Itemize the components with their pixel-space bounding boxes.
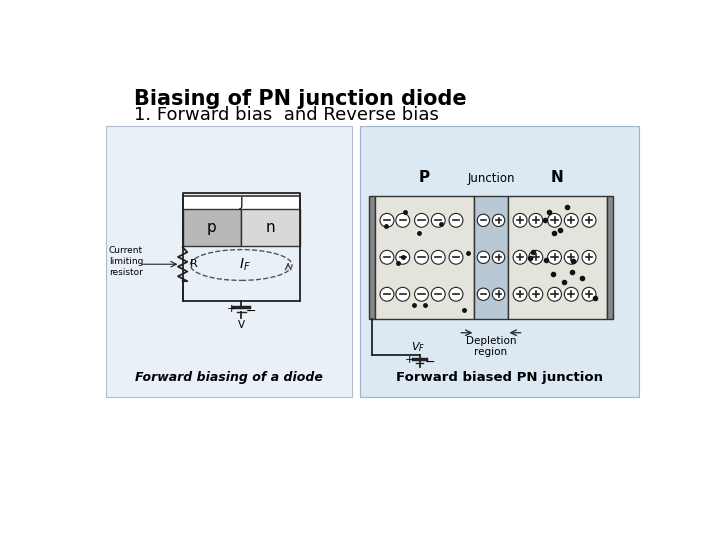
Text: Forward biased PN junction: Forward biased PN junction bbox=[395, 370, 603, 383]
Bar bbox=[106, 126, 352, 397]
Circle shape bbox=[415, 287, 428, 301]
Text: Biasing of PN junction diode: Biasing of PN junction diode bbox=[134, 90, 467, 110]
Circle shape bbox=[529, 251, 543, 264]
Circle shape bbox=[529, 213, 543, 227]
Circle shape bbox=[492, 214, 505, 226]
Circle shape bbox=[582, 251, 596, 264]
Text: P: P bbox=[419, 170, 430, 185]
Text: −: − bbox=[246, 305, 256, 318]
Text: +: + bbox=[227, 304, 236, 314]
Circle shape bbox=[492, 251, 505, 264]
Circle shape bbox=[513, 213, 527, 227]
Bar bbox=[360, 126, 639, 397]
Text: V: V bbox=[238, 320, 246, 330]
Bar bbox=[375, 195, 474, 319]
Circle shape bbox=[582, 287, 596, 301]
Circle shape bbox=[396, 213, 410, 227]
Bar bbox=[369, 195, 375, 319]
Circle shape bbox=[380, 287, 394, 301]
Circle shape bbox=[396, 251, 410, 264]
Circle shape bbox=[415, 251, 428, 264]
Circle shape bbox=[548, 213, 562, 227]
Text: +: + bbox=[405, 355, 414, 365]
Circle shape bbox=[449, 213, 463, 227]
Text: N: N bbox=[551, 170, 564, 185]
Text: J: J bbox=[239, 196, 243, 209]
Circle shape bbox=[449, 251, 463, 264]
Circle shape bbox=[380, 213, 394, 227]
Text: p: p bbox=[207, 220, 217, 235]
Circle shape bbox=[564, 213, 578, 227]
Circle shape bbox=[492, 288, 505, 300]
Text: Depletion
region: Depletion region bbox=[466, 336, 516, 357]
Circle shape bbox=[431, 213, 445, 227]
Text: Current
limiting
resistor: Current limiting resistor bbox=[109, 246, 143, 276]
Circle shape bbox=[582, 213, 596, 227]
Circle shape bbox=[513, 287, 527, 301]
Circle shape bbox=[477, 288, 490, 300]
Circle shape bbox=[564, 287, 578, 301]
Bar bbox=[183, 197, 300, 246]
Text: n: n bbox=[266, 220, 275, 235]
Circle shape bbox=[449, 287, 463, 301]
Circle shape bbox=[477, 214, 490, 226]
Text: −: − bbox=[424, 355, 435, 368]
Bar bbox=[183, 209, 241, 246]
Bar bbox=[474, 195, 508, 319]
Circle shape bbox=[415, 213, 428, 227]
Text: Forward biasing of a diode: Forward biasing of a diode bbox=[135, 370, 323, 383]
Bar bbox=[241, 209, 300, 246]
Circle shape bbox=[529, 287, 543, 301]
Circle shape bbox=[548, 251, 562, 264]
Circle shape bbox=[548, 287, 562, 301]
Circle shape bbox=[396, 287, 410, 301]
Text: $V_F$: $V_F$ bbox=[411, 340, 425, 354]
Text: 1. Forward bias  and Reverse bias: 1. Forward bias and Reverse bias bbox=[134, 106, 439, 124]
Bar bbox=[508, 195, 607, 319]
Circle shape bbox=[564, 251, 578, 264]
Circle shape bbox=[431, 251, 445, 264]
Circle shape bbox=[513, 251, 527, 264]
Circle shape bbox=[431, 287, 445, 301]
Text: Junction: Junction bbox=[467, 172, 515, 185]
Circle shape bbox=[477, 251, 490, 264]
Circle shape bbox=[380, 251, 394, 264]
Text: R: R bbox=[190, 259, 198, 269]
Text: $I_F$: $I_F$ bbox=[239, 257, 251, 273]
Bar bbox=[607, 195, 613, 319]
